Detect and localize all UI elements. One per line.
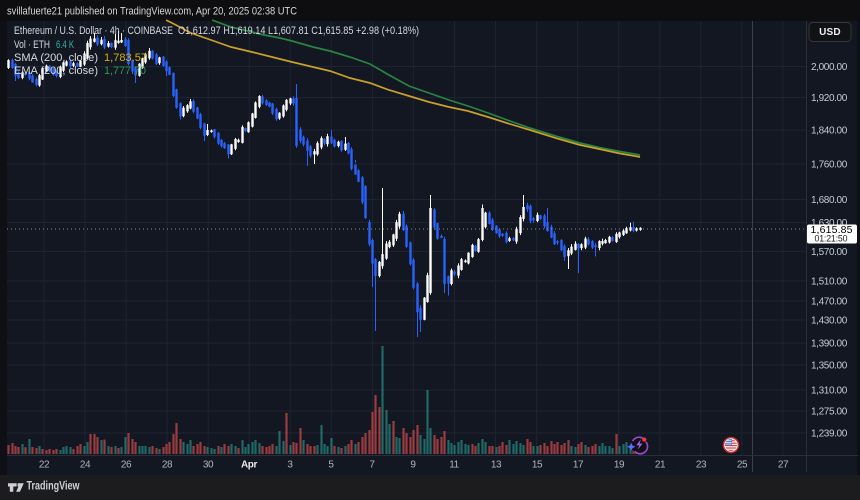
svg-text:22: 22 [39,460,50,471]
svg-text:Apr: Apr [241,460,258,471]
svg-text:26: 26 [121,460,132,471]
svg-text:2,000.00: 2,000.00 [811,62,848,73]
svg-text:1,310.00: 1,310.00 [811,386,848,397]
svg-text:1,777.70: 1,777.70 [104,65,146,77]
svg-text:17: 17 [573,460,584,471]
svg-text:O1,612.97 H1,619.14 L1,607.81: O1,612.97 H1,619.14 L1,607.81 C1,615.85 … [178,25,419,37]
svg-text:USD: USD [819,27,841,38]
svg-text:30: 30 [203,460,214,471]
svg-text:1,430.00: 1,430.00 [811,316,848,327]
svg-text:TradingView: TradingView [27,481,80,493]
svg-text:1,350.00: 1,350.00 [811,361,848,372]
svg-text:Vol · ETH: Vol · ETH [14,39,50,51]
svg-text:01:21:50: 01:21:50 [815,234,848,244]
svg-text:1,470.00: 1,470.00 [811,297,848,308]
svg-text:1,920.00: 1,920.00 [811,93,848,104]
svg-text:1,760.00: 1,760.00 [811,160,848,171]
svg-text:SMA (200, close): SMA (200, close) [14,52,98,64]
svg-text:24: 24 [80,460,91,471]
svg-text:1,510.00: 1,510.00 [811,277,848,288]
svg-text:1,275.00: 1,275.00 [811,407,848,418]
svg-text:5: 5 [328,460,334,471]
svg-text:1,570.00: 1,570.00 [811,247,848,258]
svg-text:1,840.00: 1,840.00 [811,126,848,137]
svg-text:1,239.00: 1,239.00 [811,429,848,440]
svg-text:25: 25 [737,460,748,471]
svg-text:1,615.85: 1,615.85 [811,224,853,236]
svg-text:1,783.57: 1,783.57 [104,52,147,64]
svg-text:9: 9 [410,460,416,471]
svg-text:27: 27 [778,460,789,471]
svg-text:11: 11 [449,460,459,471]
svg-text:19: 19 [614,460,625,471]
svg-text:7: 7 [369,460,375,471]
svg-text:28: 28 [162,460,173,471]
svg-text:svillafuerte21 published on Tr: svillafuerte21 published on TradingView.… [7,6,297,18]
svg-text:6.4 K: 6.4 K [56,39,74,51]
svg-text:1,680.00: 1,680.00 [811,195,848,206]
svg-text:23: 23 [696,460,707,471]
svg-text:EMA (200, close): EMA (200, close) [14,65,98,77]
svg-text:1,630.00: 1,630.00 [811,218,848,229]
svg-text:1,390.00: 1,390.00 [811,339,848,350]
svg-text:13: 13 [491,460,502,471]
svg-text:21: 21 [655,460,666,471]
svg-text:3: 3 [287,460,293,471]
svg-text:15: 15 [532,460,543,471]
svg-text:Ethereum / U.S. Dollar · 4h ·: Ethereum / U.S. Dollar · 4h · COINBASE [14,25,173,37]
